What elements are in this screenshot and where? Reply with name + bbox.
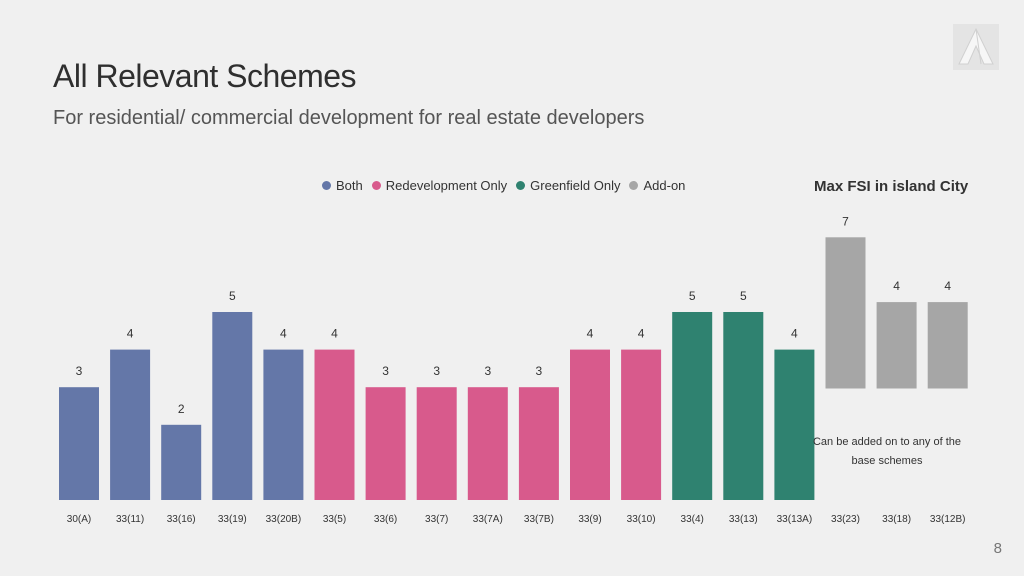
tick-label-33(7B): 33(7B) [524, 514, 554, 525]
legend-label-redevelopment: Redevelopment Only [385, 178, 508, 193]
data-label-33(5): 4 [331, 327, 338, 341]
bar-33(6) [365, 387, 406, 500]
data-label-33(12B): 4 [944, 279, 951, 293]
data-label-33(13): 5 [740, 289, 747, 303]
page-subtitle: For residential/ commercial development … [53, 107, 645, 129]
max-fsi-heading: Max FSI in island City [814, 178, 969, 195]
bar-33(4) [672, 312, 713, 500]
data-label-33(18): 4 [893, 279, 900, 293]
data-label-33(7): 3 [433, 364, 440, 378]
data-label-33(11): 4 [127, 327, 134, 341]
legend-swatch-redevelopment [371, 181, 381, 190]
bar-33(20B) [263, 349, 304, 500]
legend-label-greenfield: Greenfield Only [530, 178, 621, 193]
legend-item-both: Both [322, 178, 363, 193]
tick-label-33(19): 33(19) [218, 514, 247, 525]
chart-legend: Both Redevelopment Only Greenfield Only … [322, 178, 685, 193]
bar-33(7B) [518, 387, 559, 500]
legend-item-greenfield: Greenfield Only [516, 178, 620, 193]
legend-swatch-greenfield [516, 181, 526, 190]
bar-33(19) [212, 312, 253, 500]
legend-swatch-both [322, 181, 331, 190]
tick-label-33(4): 33(4) [681, 514, 704, 525]
bar-33(18) [876, 302, 917, 389]
data-label-33(6): 3 [382, 364, 389, 378]
bar-33(23) [825, 237, 866, 389]
tick-label-33(11): 33(11) [116, 514, 144, 525]
tick-label-33(9): 33(9) [578, 514, 601, 525]
data-label-33(23): 7 [842, 214, 849, 228]
page-number: 8 [993, 540, 1002, 557]
page-title: All Relevant Schemes [53, 58, 357, 94]
tick-label-33(18): 33(18) [882, 514, 911, 525]
bar-33(9) [570, 349, 610, 500]
data-label-33(7B): 3 [536, 364, 543, 378]
tick-label-30(A): 30(A) [67, 514, 91, 525]
tick-label-33(7A): 33(7A) [473, 514, 503, 525]
bar-33(5) [314, 349, 355, 500]
bar-33(7) [416, 387, 457, 500]
bar-33(12B) [927, 302, 968, 389]
legend-item-redevelopment: Redevelopment Only [371, 178, 508, 193]
data-label-33(10): 4 [638, 327, 645, 341]
data-label-30(A): 3 [76, 364, 83, 378]
tick-label-33(13): 33(13) [729, 514, 758, 525]
legend-label-both: Both [336, 178, 363, 193]
tick-label-33(10): 33(10) [627, 514, 656, 525]
data-label-33(16): 2 [178, 402, 185, 416]
bar-33(11) [110, 349, 151, 500]
data-label-33(7A): 3 [484, 364, 491, 378]
tick-label-33(20B): 33(20B) [266, 514, 302, 525]
data-label-33(13A): 4 [791, 327, 798, 341]
bar-33(7A) [467, 387, 508, 500]
addon-note: Can be added on to any of the base schem… [812, 436, 961, 467]
tick-label-33(7): 33(7) [425, 514, 448, 525]
data-label-33(4): 5 [689, 289, 696, 303]
bar-33(13) [723, 312, 764, 500]
bar-30(A) [59, 387, 99, 500]
tick-label-33(6): 33(6) [374, 514, 397, 525]
bar-33(13A) [774, 349, 815, 500]
legend-swatch-addon [629, 181, 639, 190]
data-label-33(19): 5 [229, 289, 236, 303]
tick-label-33(12B): 33(12B) [930, 514, 966, 525]
legend-label-addon: Add-on [643, 178, 686, 193]
bar-33(10) [621, 349, 662, 500]
data-label-33(20B): 4 [280, 327, 287, 341]
bar-33(16) [161, 424, 202, 500]
tick-label-33(13A): 33(13A) [777, 514, 813, 525]
legend-item-addon: Add-on [629, 178, 685, 193]
triangle-a-logo-icon [953, 24, 999, 70]
tick-label-33(5): 33(5) [323, 514, 346, 525]
tick-label-33(16): 33(16) [167, 514, 196, 525]
tick-label-33(23): 33(23) [831, 514, 860, 525]
data-label-33(9): 4 [587, 327, 594, 341]
